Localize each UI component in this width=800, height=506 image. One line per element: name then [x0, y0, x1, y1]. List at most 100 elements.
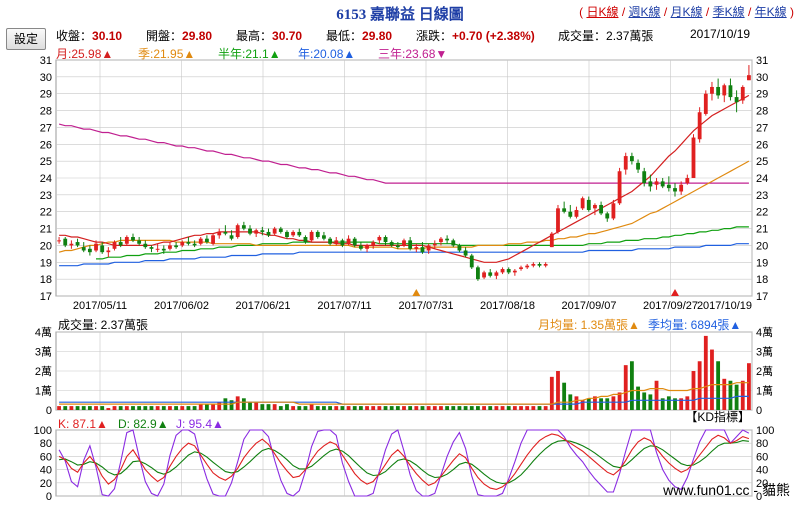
- volume-bar: [605, 398, 610, 410]
- candle-body: [334, 240, 339, 244]
- candle-body: [439, 238, 443, 243]
- x-tick-label: 2017/09/27: [643, 300, 698, 312]
- volume-bar: [482, 406, 486, 410]
- volume-bar: [94, 406, 98, 410]
- kd-y-tick-right: 0: [756, 491, 762, 503]
- candle-body: [636, 162, 640, 170]
- volume-bar: [192, 406, 197, 410]
- kd-y-tick-right: 80: [756, 438, 768, 450]
- volume-y-tick-left: 2萬: [35, 365, 52, 378]
- candle-body: [322, 235, 326, 239]
- volume-bar: [186, 406, 191, 410]
- volume-bar: [586, 398, 591, 410]
- candle-body: [580, 198, 585, 209]
- volume-bar: [309, 404, 314, 410]
- price-y-tick-left: 23: [40, 190, 52, 202]
- volume-bar: [358, 406, 363, 410]
- candle-body: [94, 243, 98, 251]
- candle-body: [716, 86, 721, 96]
- candle-body: [174, 245, 179, 248]
- volume-bar: [740, 380, 745, 410]
- ma-quarter-legend: 季:21.95▲: [138, 47, 196, 61]
- link-quarterly-k[interactable]: 季K線: [712, 5, 745, 19]
- candle-body: [500, 269, 505, 273]
- candle-body: [303, 237, 308, 243]
- volume-bar: [346, 406, 351, 410]
- volume-bar: [383, 406, 388, 410]
- link-weekly-k[interactable]: 週K線: [628, 5, 661, 19]
- volume-bar: [420, 406, 425, 410]
- candle-body: [161, 248, 166, 251]
- candle-body: [605, 213, 610, 219]
- candle-body: [254, 230, 259, 234]
- candle-body: [229, 235, 234, 239]
- candle-body: [186, 242, 191, 244]
- volume-bar: [439, 406, 443, 410]
- watermark: www.fun01.cc - 貓熊: [663, 482, 790, 498]
- candle-body: [137, 240, 142, 244]
- x-tick-label: 2017/09/07: [561, 300, 616, 312]
- price-y-tick-right: 31: [756, 55, 768, 67]
- volume-y-tick-left: 0: [46, 405, 52, 417]
- candle-body: [389, 242, 394, 246]
- volume-bar: [131, 406, 135, 410]
- volume-bar: [334, 406, 339, 410]
- candle-body: [217, 231, 222, 236]
- candle-body: [642, 171, 647, 184]
- link-yearly-k[interactable]: 年K線: [754, 5, 787, 19]
- volume-bar: [697, 361, 702, 410]
- volume-y-tick-right: 2萬: [756, 365, 773, 378]
- price-y-tick-right: 26: [756, 139, 768, 151]
- candle-body: [75, 242, 80, 246]
- ma-year-legend: 年:20.08▲: [298, 47, 356, 61]
- x-tick-label: 2017/05/11: [73, 300, 127, 312]
- volume-bar: [217, 402, 222, 410]
- candle-body: [697, 112, 702, 140]
- candle-body: [593, 204, 597, 209]
- volume-bar: [87, 406, 92, 410]
- volume-bar: [654, 380, 659, 410]
- candle-body: [654, 181, 659, 185]
- candle-body: [623, 156, 628, 170]
- volume-bar: [100, 406, 105, 410]
- candle-body: [198, 238, 203, 244]
- volume-bar: [432, 406, 437, 410]
- kd-j-line: [58, 429, 750, 497]
- high-quote: 最高：30.70: [236, 29, 303, 43]
- price-y-tick-right: 22: [756, 207, 768, 219]
- candle-body: [291, 231, 296, 236]
- volume-bar: [63, 406, 68, 410]
- link-daily-k[interactable]: 日K線: [586, 5, 619, 19]
- candle-body: [352, 238, 357, 246]
- volume-y-tick-right: 4萬: [756, 326, 773, 339]
- volume-bar: [531, 406, 536, 410]
- period-links: ( 日K線 / 週K線 / 月K線 / 季K線 / 年K線 ): [579, 5, 794, 19]
- kd-y-tick-left: 20: [40, 478, 52, 490]
- price-y-tick-left: 19: [40, 257, 52, 269]
- candle-body: [124, 237, 129, 244]
- volume-bar: [174, 406, 179, 410]
- volume-bar: [457, 406, 462, 410]
- kd-legend-j: J: 95.4▲: [176, 417, 224, 431]
- link-monthly-k[interactable]: 月K線: [670, 5, 703, 19]
- settings-button[interactable]: 設定: [6, 28, 46, 50]
- volume-bar: [322, 406, 326, 410]
- volume-bar: [278, 406, 283, 410]
- volume-bar: [728, 380, 733, 410]
- volume-bar: [685, 396, 690, 410]
- kd-y-tick-left: 40: [40, 465, 52, 477]
- volume-bar: [297, 406, 302, 410]
- volume-bar: [629, 361, 634, 410]
- volume-bar: [666, 396, 671, 410]
- volume-bar: [710, 349, 714, 410]
- volume-bar: [395, 406, 400, 410]
- volume-bar: [599, 398, 604, 410]
- kd-k-line: [58, 433, 750, 490]
- volume-bar: [642, 392, 647, 410]
- volume-bar: [722, 378, 727, 410]
- candle-body: [266, 231, 271, 236]
- candle-body: [340, 240, 345, 246]
- candle-body: [543, 263, 548, 266]
- candle-body: [740, 86, 745, 101]
